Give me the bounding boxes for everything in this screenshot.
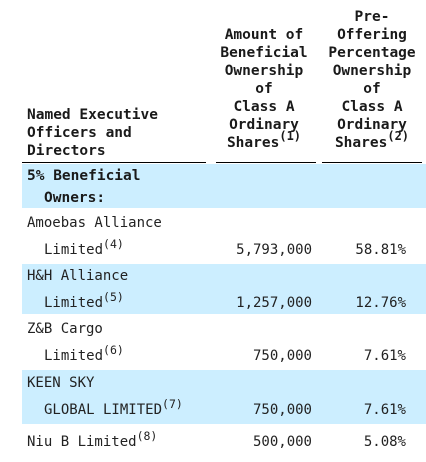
footnote-ref: (2) xyxy=(387,129,410,143)
row-holder-name-cont: GLOBAL LIMITED(7) xyxy=(44,397,183,418)
row-holder-name-cont: Limited(5) xyxy=(44,290,124,311)
row-holder-name: H&H Alliance xyxy=(27,268,129,284)
row-holder-name: KEEN SKY xyxy=(27,375,95,391)
row-percentage: 12.76% xyxy=(355,295,406,311)
row-shares: 750,000 xyxy=(252,348,312,364)
row-band xyxy=(22,264,426,314)
row-shares: 1,257,000 xyxy=(236,295,312,311)
header-rule-name xyxy=(22,162,206,163)
row-percentage: 7.61% xyxy=(363,348,406,364)
row-holder-name: Amoebas Alliance xyxy=(27,215,162,231)
footnote-ref: (1) xyxy=(279,129,302,143)
row-percentage: 7.61% xyxy=(363,402,406,418)
row-shares: 750,000 xyxy=(252,402,312,418)
header-named-executives: Named Executive Officers and Directors xyxy=(27,107,158,159)
header-rule-pct xyxy=(322,162,422,163)
footnote-ref: (8) xyxy=(136,429,158,443)
header-rule-amount xyxy=(216,162,316,163)
row-holder-name: Niu B Limited(8) xyxy=(27,429,158,450)
row-percentage: 5.08% xyxy=(363,434,406,450)
row-shares: 500,000 xyxy=(252,434,312,450)
section-title-cont: Owners: xyxy=(44,190,106,206)
row-holder-name-cont: Limited(4) xyxy=(44,237,124,258)
footnote-ref: (7) xyxy=(162,397,183,411)
row-holder-name-cont: Limited(6) xyxy=(44,343,124,364)
section-band xyxy=(22,164,426,208)
footnote-ref: (4) xyxy=(103,237,124,251)
row-shares: 5,793,000 xyxy=(236,242,312,258)
section-title: 5% Beneficial xyxy=(27,168,141,184)
header-pre-offering-percentage: Pre- Offering Percentage Ownership of Cl… xyxy=(328,9,416,151)
footnote-ref: (5) xyxy=(103,290,124,304)
footnote-ref: (6) xyxy=(103,343,124,357)
header-amount-beneficial-ownership: Amount of Beneficial Ownership of Class … xyxy=(220,27,308,151)
row-percentage: 58.81% xyxy=(355,242,406,258)
row-band xyxy=(22,370,426,424)
row-holder-name: Z&B Cargo xyxy=(27,321,103,337)
